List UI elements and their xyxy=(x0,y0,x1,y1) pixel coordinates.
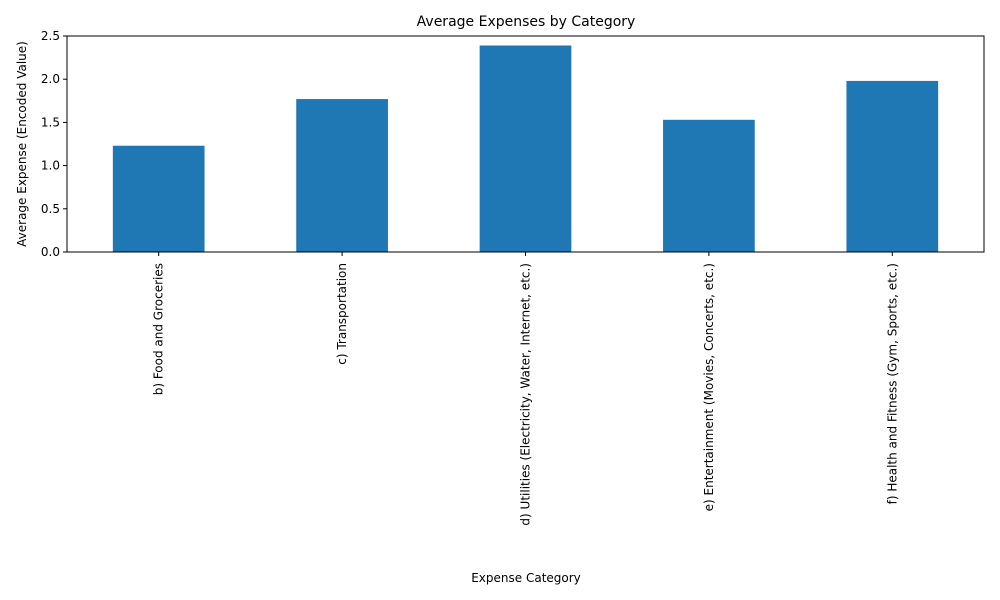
y-tick-label: 2.5 xyxy=(41,29,60,43)
bar-3 xyxy=(479,45,572,253)
x-tick-label: d) Utilities (Electricity, Water, Intern… xyxy=(519,263,533,526)
x-tick-label: e) Entertainment (Movies, Concerts, etc.… xyxy=(702,263,716,511)
y-tick-label: 0.5 xyxy=(41,202,60,216)
bar-2 xyxy=(296,99,388,253)
bar-4 xyxy=(663,119,755,252)
bar-1 xyxy=(112,145,205,252)
y-tick-label: 2.0 xyxy=(41,72,60,86)
y-axis-ticks: 0.0 0.5 1.0 1.5 2.0 2.5 xyxy=(41,29,67,259)
chart-title: Average Expenses by Category xyxy=(417,14,636,30)
y-tick-label: 1.5 xyxy=(41,115,60,129)
x-axis-ticks: b) Food and Groceries c) Transportation d)… xyxy=(152,252,899,526)
x-tick-label: f) Health and Fitness (Gym, Sports, etc.… xyxy=(885,263,899,504)
x-axis-label: Expense Category xyxy=(471,571,581,585)
x-tick-label: b) Food and Groceries xyxy=(152,263,166,395)
y-tick-label: 1.0 xyxy=(41,159,60,173)
x-tick-label: c) Transportation xyxy=(335,263,349,365)
bars-group xyxy=(112,45,939,253)
y-axis-label: Average Expense (Encoded Value) xyxy=(15,41,29,247)
bar-5 xyxy=(846,80,939,252)
plot-frame xyxy=(66,35,985,253)
y-tick-label: 0.0 xyxy=(41,245,60,259)
